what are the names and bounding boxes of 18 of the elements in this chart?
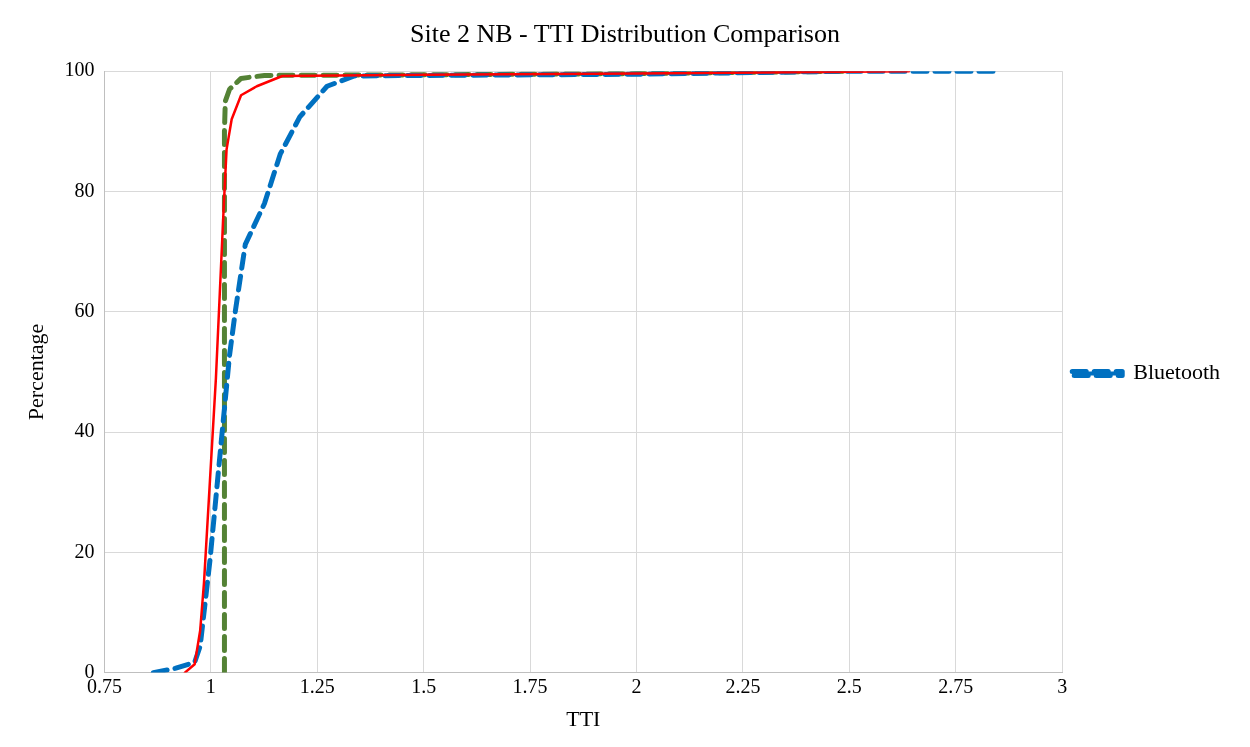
- x-tick-label: 2.25: [725, 674, 761, 697]
- x-tick-label: 3: [1057, 674, 1068, 697]
- y-tick-label: 100: [64, 58, 95, 81]
- y-tick-label: 20: [74, 539, 95, 562]
- x-tick-label: 1.5: [411, 674, 437, 697]
- y-tick-label: 80: [74, 178, 95, 201]
- chart-title: Site 2 NB - TTI Distribution Comparison: [410, 19, 840, 49]
- x-tick-label: 2.5: [836, 674, 862, 697]
- legend-label: Bluetooth: [1133, 359, 1221, 385]
- x-tick-label: 2.75: [938, 674, 974, 697]
- y-tick-label: 60: [74, 299, 95, 322]
- x-tick-label: 1.25: [299, 674, 335, 697]
- y-tick-label: 40: [74, 419, 95, 442]
- y-axis-title: Percentage: [22, 323, 48, 421]
- x-tick-label: 1.75: [512, 674, 548, 697]
- x-axis-title: TTI: [566, 705, 601, 731]
- x-tick-label: 2: [631, 674, 642, 697]
- x-tick-label: 1: [205, 674, 216, 697]
